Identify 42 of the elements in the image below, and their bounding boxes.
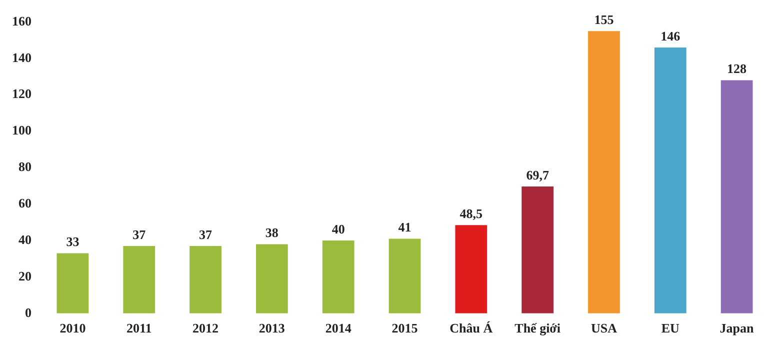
y-tick-label: 160 [12,13,32,28]
y-tick-label: 60 [18,195,32,210]
bar [190,246,222,314]
bar [522,186,554,314]
x-tick-label: 2012 [192,320,219,336]
data-label: 128 [727,61,748,76]
x-tick-label: 2011 [126,320,152,336]
y-tick-label: 0 [25,304,32,320]
y-tick-label: 120 [12,86,32,102]
data-label: 33 [66,234,80,250]
y-tick-label: 20 [18,268,32,284]
bar [388,238,421,314]
x-tick-label: Japan [720,320,755,336]
data-label: 37 [132,226,146,242]
bar [56,253,89,314]
data-label: 146 [660,28,681,44]
data-label: 69,7 [526,167,550,182]
bar [720,80,753,314]
x-tick-label: 2010 [60,320,86,336]
x-tick-label: USA [590,320,618,336]
data-label: 37 [199,226,213,242]
data-label: 155 [594,12,614,27]
x-tick-label: 2014 [325,320,352,336]
bar [654,48,686,314]
y-tick-label: 40 [18,232,32,247]
y-tick-label: 100 [12,122,32,138]
x-tick-label: 2013 [258,320,286,336]
x-tick-label: Châu Á [450,320,494,336]
bar [322,240,354,314]
data-label: 38 [265,225,279,240]
x-tick-label: Thế giới [514,320,561,336]
y-tick-label: 80 [18,159,32,174]
bar [256,244,288,314]
bar [588,31,620,314]
x-tick-label: EU [661,320,680,336]
bar [455,225,488,314]
data-label: 40 [332,221,345,236]
x-tick-label: 2015 [392,320,418,336]
y-tick-label: 140 [12,50,32,65]
data-label: 48,5 [460,206,484,221]
data-label: 41 [398,220,412,235]
bar [123,246,156,314]
